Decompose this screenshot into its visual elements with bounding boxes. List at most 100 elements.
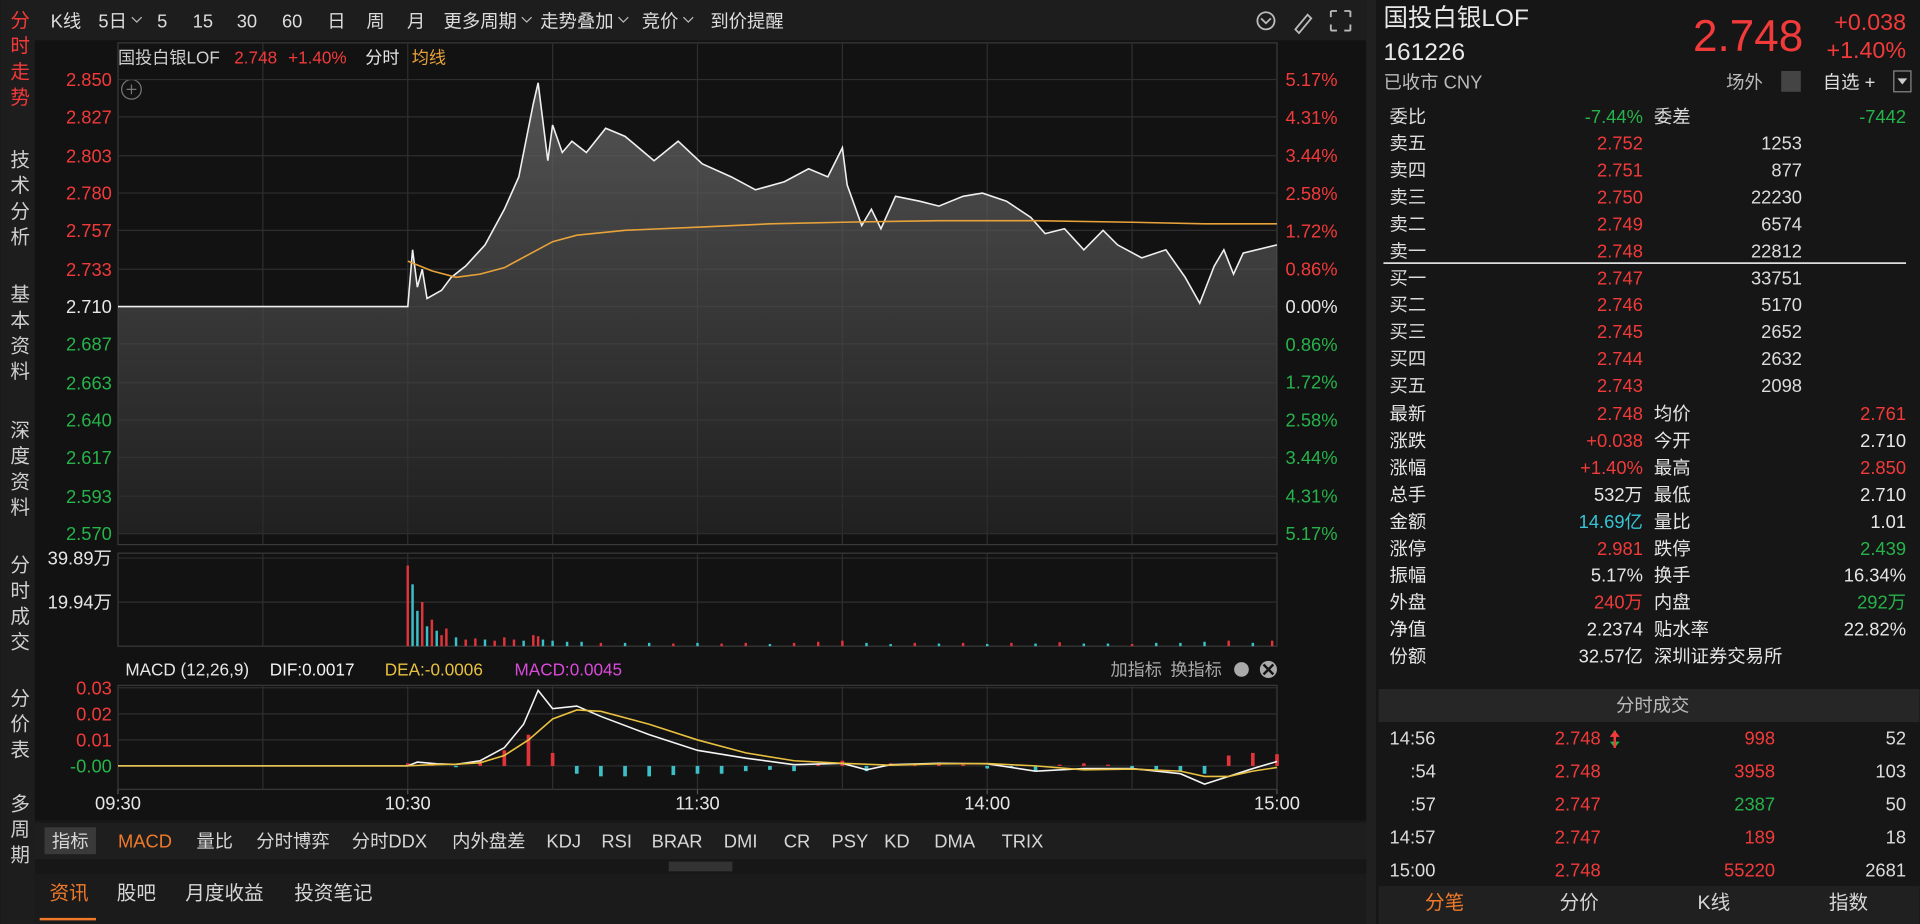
bottom-tab[interactable]: 投资笔记 [294,882,372,904]
indicator-tab[interactable]: RSI [601,830,632,851]
legend-entry: 分时 [365,48,399,68]
quote-tab[interactable]: 分价 [1560,892,1599,914]
volume-bar [841,640,844,647]
settings-icon[interactable] [1234,662,1249,677]
indicator-tab[interactable]: PSY [831,830,868,851]
toolbar-item[interactable]: 5日 [98,10,127,31]
chart-title: 国投白银LOF [118,48,220,68]
trade-volume: 55220 [1724,860,1775,881]
indicator-tab[interactable]: DMI [724,830,758,851]
sidebar-tab[interactable]: 深度资料 [7,420,30,523]
toolbar-item[interactable]: 5 [157,10,167,31]
book-volume: 22230 [1751,187,1802,208]
toolbar-item[interactable]: 月 [407,10,425,31]
toolbar-item[interactable]: 日 [327,10,345,31]
y-tick-label: 19.94万 [48,592,112,613]
indicator-tab[interactable]: KDJ [546,830,581,851]
sidebar-tab[interactable]: 分时成交 [7,554,30,657]
stat-value: 14.69亿 [1579,511,1643,532]
y-tick-label: 0.02 [76,703,112,724]
legend-entry: 均线 [412,48,446,68]
stat-value: 2.710 [1860,484,1906,505]
toolbar-item[interactable]: 15 [193,10,213,31]
y-tick-label: -0.00 [70,755,112,776]
volume-bar [580,641,583,647]
macd-bar [1226,755,1231,766]
toolbar-item[interactable]: 更多周期 [444,10,517,31]
sidebar-tab[interactable]: 技术分析 [7,149,30,252]
indicator-tab[interactable]: 分时博弈 [256,830,329,851]
book-level: 卖一 [1390,240,1427,261]
dropdown-arrow [618,16,629,23]
bottom-tab-bar [34,873,1367,924]
y2-tick-label: 4.31% [1286,485,1338,506]
volume-bar [1155,642,1158,647]
volume-bar [421,602,424,647]
indicator-tab[interactable]: 分时DDX [352,830,427,851]
quote-tab[interactable]: K线 [1698,892,1731,914]
security-name: 国投白银LOF [1383,4,1528,32]
legend-entry: MACD:0.0045 [515,659,623,679]
volume-bar [1130,643,1134,647]
indicator-tab[interactable]: 内外盘差 [452,830,525,851]
x-tick-label: 10:30 [385,792,431,813]
toolbar-item[interactable]: 60 [282,10,302,31]
stat-label: 涨幅 [1390,457,1427,478]
y2-tick-label: 2.58% [1286,409,1338,430]
indicator-tab[interactable]: KD [884,830,909,851]
book-volume: 22812 [1751,240,1802,261]
book-price: 2.747 [1597,267,1643,288]
sidebar-tab[interactable]: 分价表 [7,688,30,765]
quote-tab[interactable]: 指数 [1829,892,1869,914]
stat-label: 最新 [1390,403,1427,424]
section-title: 分时成交 [1616,694,1689,715]
indicator-tab[interactable]: 指标 [52,830,89,851]
bottom-tab[interactable]: 月度收益 [185,882,263,904]
book-price: 2.745 [1597,321,1643,342]
book-price: 2.751 [1597,160,1643,181]
indicator-tab[interactable]: 量比 [196,830,233,851]
indicator-tab[interactable]: TRIX [1002,830,1044,851]
toolbar-item[interactable]: 30 [237,10,257,31]
quote-tab[interactable]: 分笔 [1425,892,1464,914]
x-tick-label: 09:30 [95,792,141,813]
collapse-icon[interactable] [1256,11,1276,31]
indicator-action[interactable]: 加指标 [1111,659,1162,679]
volume-bar [565,641,569,647]
y-tick-label: 2.803 [66,145,112,166]
sidebar-tab[interactable]: 基本资料 [7,284,30,387]
volume-bar [425,626,429,647]
book-volume: 2652 [1761,321,1802,342]
toolbar-item[interactable]: K线 [51,10,82,31]
dropdown-arrow [682,16,694,23]
toolbar-item[interactable]: 到价提醒 [710,10,783,31]
toolbar [34,0,1367,41]
indicator-action[interactable]: 换指标 [1171,659,1222,679]
bottom-tab[interactable]: 股吧 [117,882,156,904]
book-volume: 33751 [1751,267,1802,288]
toolbar-item[interactable]: 竞价 [642,10,679,31]
stat-label: 涨停 [1390,538,1427,559]
alert-button[interactable] [1781,70,1801,92]
indicator-tab[interactable]: DMA [934,830,976,851]
fullscreen-icon[interactable] [1329,10,1352,32]
sidebar-tab[interactable]: 多周期 [7,793,30,870]
volume-bar [430,619,434,647]
book-label: 委比 [1390,106,1427,127]
watch-button[interactable]: 自选 + [1823,71,1875,92]
toolbar-item[interactable]: 走势叠加 [540,10,613,31]
toolbar-item[interactable]: 周 [366,10,384,31]
bottom-tab[interactable]: 资讯 [49,882,88,904]
book-ratio: -7.44% [1585,106,1643,127]
y-tick-label: 2.640 [66,410,112,431]
indicator-tab[interactable]: BRAR [652,830,703,851]
y2-tick-label: 0.86% [1286,258,1338,279]
trade-time: :54 [1410,761,1436,782]
trade-count: 50 [1886,794,1906,815]
watch-dropdown[interactable] [1893,70,1912,93]
indicator-tab[interactable]: CR [784,830,811,851]
draw-icon[interactable] [1294,13,1313,35]
sidebar-tab[interactable]: 分时走势 [7,10,30,113]
divider [1366,0,1377,924]
indicator-tab[interactable]: MACD [118,830,172,851]
